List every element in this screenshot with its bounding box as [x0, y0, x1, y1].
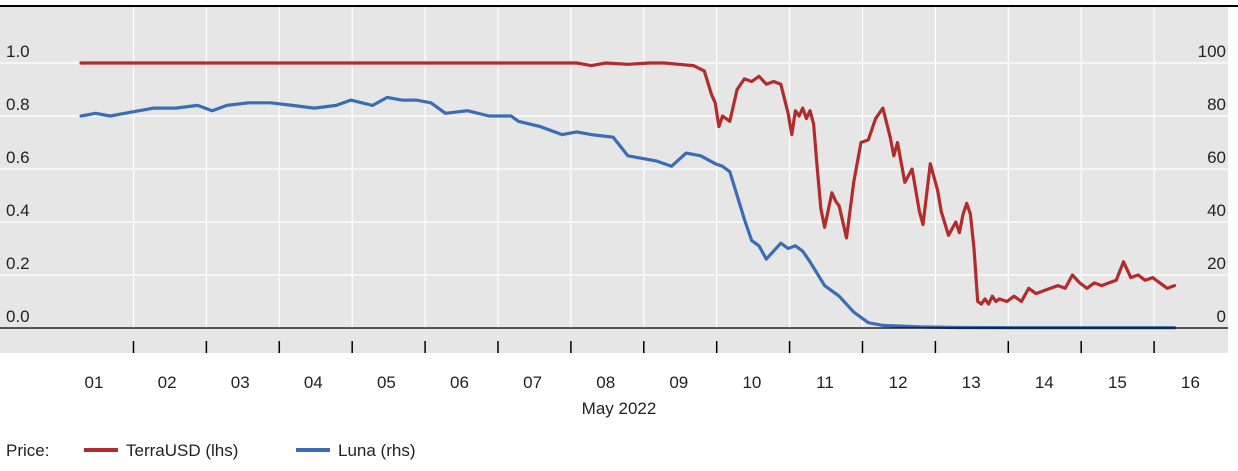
y-left-tick-label: 1.0	[6, 42, 30, 61]
legend-label-luna: Luna (rhs)	[338, 441, 415, 460]
y-right-tick-label: 100	[1198, 42, 1226, 61]
y-left-tick-label: 0.2	[6, 254, 30, 273]
x-tick-label: 04	[304, 373, 323, 392]
y-right-tick-label: 40	[1207, 201, 1226, 220]
series-line-terrausd-lhs	[79, 61, 1177, 306]
x-tick-label: 07	[523, 373, 542, 392]
x-tick-label: 02	[158, 373, 177, 392]
series-line-luna-rhs	[79, 95, 1177, 330]
x-tick-label: 11	[816, 373, 834, 392]
series-layer	[79, 61, 1177, 330]
legend-label-terrausd: TerraUSD (lhs)	[126, 441, 238, 460]
x-tick-label: 15	[1108, 373, 1127, 392]
x-tick-label: 12	[889, 373, 908, 392]
grid-lines	[0, 7, 1228, 328]
y-left-tick-label: 0.8	[6, 95, 30, 114]
legend: Price: TerraUSD (lhs) Luna (rhs)	[6, 441, 415, 460]
y-left-tick-label: 0.6	[6, 148, 30, 167]
y-right-tick-label: 60	[1207, 148, 1226, 167]
tick-labels: 1.0 100 0.8 80 0.6 60 0.4 40 0.2 20 0.0 0 01 02 03 04 05…	[6, 42, 1226, 392]
y-left-tick-label: 0.4	[6, 201, 30, 220]
x-tick-label: 03	[231, 373, 250, 392]
x-tick-label: 13	[962, 373, 981, 392]
x-tick-label: 09	[669, 373, 688, 392]
y-right-tick-label: 20	[1207, 254, 1226, 273]
x-tick-label: 08	[596, 373, 615, 392]
y-right-tick-label: 80	[1207, 95, 1226, 114]
x-tick-label: 10	[742, 373, 761, 392]
x-tick-label: 14	[1035, 373, 1054, 392]
x-tick-label: 05	[377, 373, 396, 392]
y-right-tick-label: 0	[1217, 307, 1226, 326]
x-tick-label: 06	[450, 373, 469, 392]
x-axis-title: May 2022	[582, 399, 657, 418]
plot-area	[0, 7, 1228, 353]
legend-prefix: Price:	[6, 441, 49, 460]
y-left-tick-label: 0.0	[6, 307, 30, 326]
x-tick-label: 01	[85, 373, 104, 392]
x-tick-label: 16	[1181, 373, 1200, 392]
